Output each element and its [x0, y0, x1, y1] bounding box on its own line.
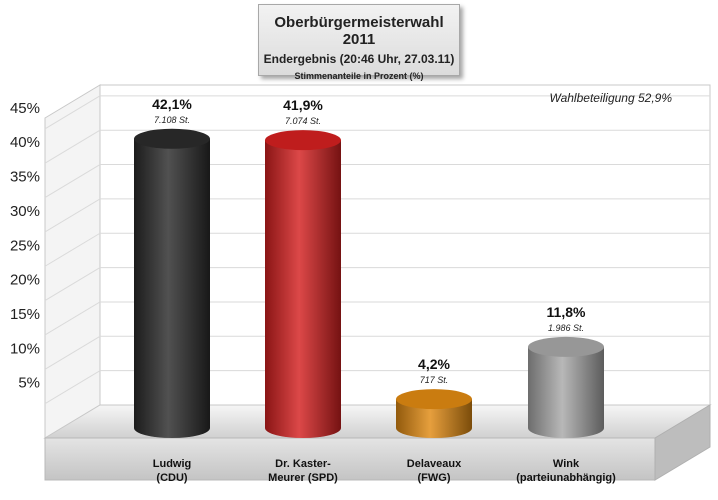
- gridline-side: [44, 232, 101, 267]
- gridline-side: [44, 164, 101, 198]
- y-tick-label: 20%: [10, 272, 40, 289]
- category-label-line2: (CDU): [156, 472, 187, 484]
- category-label-line2: (FWG): [418, 472, 451, 484]
- bar-top-2: [396, 389, 472, 410]
- base-side: [654, 404, 711, 481]
- category-label: Dr. Kaster-: [275, 458, 331, 470]
- y-tick-label: 25%: [10, 237, 40, 254]
- y-tick-label: 30%: [10, 203, 40, 220]
- votes-label: 1.986 St.: [548, 323, 584, 333]
- gridline-side: [44, 267, 101, 302]
- gridline-side: [44, 301, 101, 336]
- gridline-side: [44, 370, 101, 405]
- y-tick-label: 40%: [10, 134, 40, 151]
- y-tick-label: 5%: [18, 375, 40, 392]
- gridline-side: [44, 129, 101, 164]
- category-label-line2: Meurer (SPD): [268, 472, 338, 484]
- bar-top-3: [528, 336, 604, 357]
- turnout-annotation: Wahlbeteiligung 52,9%: [549, 91, 672, 105]
- chart-title: Oberbürgermeisterwahl 2011: [274, 14, 444, 48]
- bar-0: [134, 138, 210, 438]
- gridline-side: [44, 198, 101, 233]
- category-label-line2: (parteiunabhängig): [516, 472, 616, 484]
- votes-label: 717 St.: [420, 375, 449, 385]
- chart-subtitle: Endergebnis (20:46 Uhr, 27.03.11): [263, 52, 455, 66]
- value-label: 41,9%: [283, 97, 323, 113]
- y-tick-label: 15%: [10, 306, 40, 323]
- votes-label: 7.108 St.: [154, 115, 190, 125]
- category-label: Delaveaux: [407, 458, 462, 470]
- bar-1: [265, 140, 341, 438]
- gridline-side: [44, 335, 101, 370]
- bar-top-1: [265, 130, 341, 151]
- chart-unit-note: Stimmenanteile in Prozent (%): [294, 71, 424, 81]
- bar-top-0: [134, 128, 210, 149]
- value-label: 11,8%: [547, 304, 586, 320]
- gridline-side: [44, 95, 101, 130]
- chart-title-box: Oberbürgermeisterwahl 2011 Endergebnis (…: [258, 4, 460, 81]
- bar-2: [396, 399, 472, 438]
- y-tick-label: 45%: [10, 100, 40, 117]
- votes-label: 7.074 St.: [285, 116, 321, 126]
- value-label: 42,1%: [152, 96, 192, 112]
- y-tick-label: 35%: [10, 169, 40, 186]
- y-tick-label: 10%: [10, 340, 40, 357]
- bar-3: [528, 346, 604, 438]
- category-label: Wink: [553, 458, 580, 470]
- value-label: 4,2%: [418, 356, 450, 372]
- category-label: Ludwig: [153, 458, 192, 470]
